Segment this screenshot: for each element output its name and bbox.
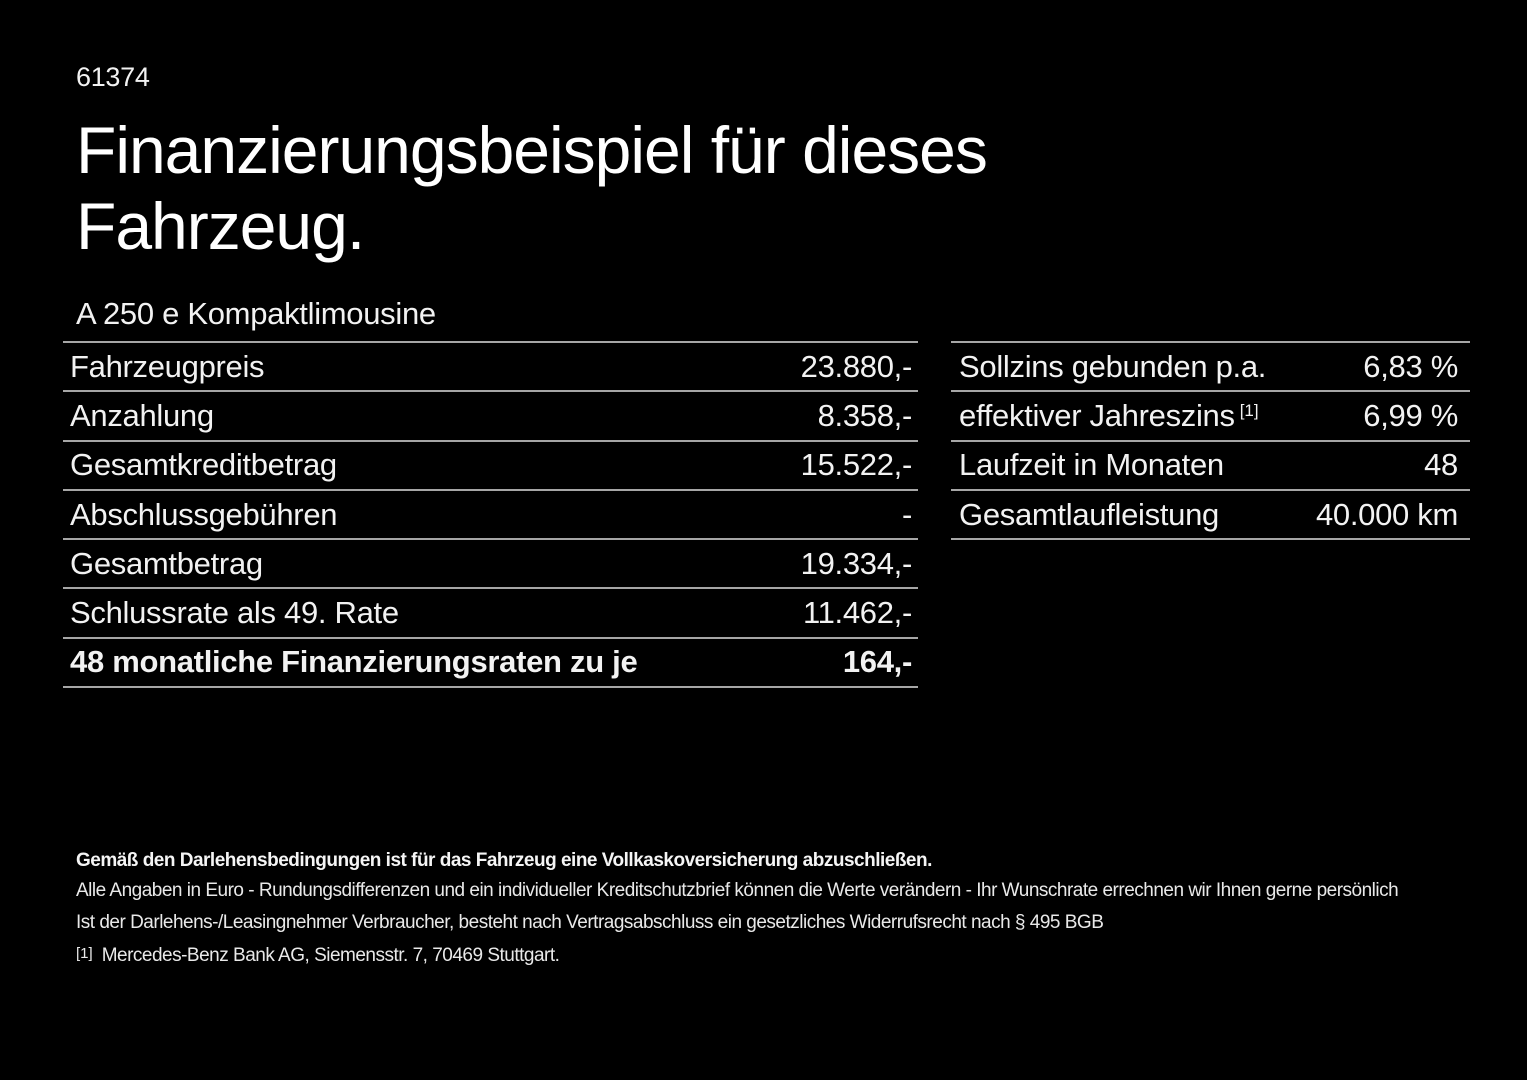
row-label: effektiver Jahreszins [1] [959, 397, 1259, 433]
footnote-mark: [1] [76, 945, 93, 962]
bank-footnote: [1] Mercedes-Benz Bank AG, Siemensstr. 7,… [76, 945, 1456, 968]
table-row-gesamtlaufleistung: Gesamtlaufleistung 40.000 km [951, 491, 1470, 541]
table-row-gesamtbetrag: Gesamtbetrag 19.334,- [63, 540, 918, 590]
page-title: Finanzierungsbeispiel für dieses Fahrzeu… [76, 113, 988, 263]
row-value: 23.880,- [800, 348, 913, 384]
row-label: Schlussrate als 49. Rate [70, 595, 399, 631]
row-value: 40.000 km [1315, 496, 1458, 532]
row-value: 11.462,- [802, 595, 912, 631]
table-row-abschlussgebuehren: Abschlussgebühren - [63, 491, 918, 541]
row-label: 48 monatliche Finanzierungsraten zu je [70, 644, 638, 680]
table-row-effektiver-jahreszins: effektiver Jahreszins [1] 6,99 % [951, 392, 1470, 442]
row-label: Fahrzeugpreis [70, 348, 265, 384]
footnote-reference: [1] [1239, 400, 1259, 420]
table-row-gesamtkreditbetrag: Gesamtkreditbetrag 15.522,- [63, 442, 918, 491]
row-value: - [901, 496, 912, 532]
conditions-table: Sollzins gebunden p.a. 6,83 % effektiver… [951, 341, 1470, 541]
table-row-anzahlung: Anzahlung 8.358,- [63, 392, 918, 442]
row-label: Laufzeit in Monaten [959, 447, 1224, 483]
table-row-schlussrate: Schlussrate als 49. Rate 11.462,- [63, 589, 918, 639]
row-label: Gesamtbetrag [70, 545, 263, 581]
row-label: Gesamtlaufleistung [959, 496, 1219, 532]
vehicle-model: A 250 e Kompaktlimousine [76, 296, 436, 331]
row-value: 164,- [842, 644, 912, 680]
rounding-note: Alle Angaben in Euro - Rundungsdifferenz… [76, 880, 1399, 901]
row-value: 8.358,- [817, 397, 913, 433]
footnote-text: Mercedes-Benz Bank AG, Siemensstr. 7, 70… [101, 945, 560, 966]
row-label: Gesamtkreditbetrag [70, 447, 337, 483]
row-label: Anzahlung [70, 397, 214, 433]
row-label: Sollzins gebunden p.a. [959, 348, 1267, 384]
row-value: 19.334,- [800, 545, 913, 581]
table-row-monatsrate: 48 monatliche Finanzierungsraten zu je 1… [63, 639, 918, 689]
insurance-note: Gemäß den Darlehensbedingungen ist für d… [76, 850, 932, 871]
table-row-fahrzeugpreis: Fahrzeugpreis 23.880,- [63, 343, 918, 393]
row-label: Abschlussgebühren [70, 496, 338, 532]
row-value: 6,83 % [1363, 348, 1458, 384]
financing-table: Fahrzeugpreis 23.880,- Anzahlung 8.358,-… [63, 341, 918, 689]
doc-number: 61374 [76, 62, 150, 92]
withdrawal-note: Ist der Darlehens-/Leasingnehmer Verbrau… [76, 912, 1104, 933]
row-value: 48 [1424, 447, 1458, 483]
table-row-laufzeit: Laufzeit in Monaten 48 [951, 442, 1470, 491]
table-row-sollzins: Sollzins gebunden p.a. 6,83 % [951, 343, 1470, 393]
row-value: 6,99 % [1363, 397, 1458, 433]
row-value: 15.522,- [800, 447, 913, 483]
